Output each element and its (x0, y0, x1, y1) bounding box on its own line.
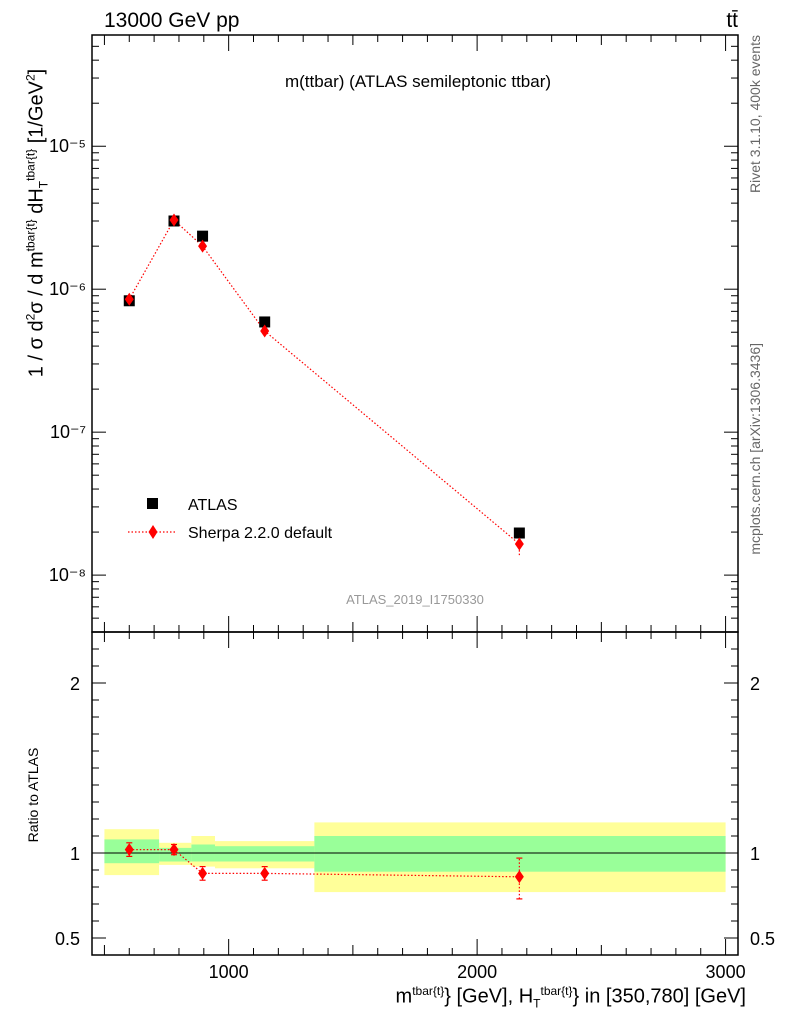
main-y-tick-label: 10⁻⁵ (49, 136, 86, 156)
ratio-sherpa-data-point (124, 843, 134, 857)
sherpa-data-point (169, 213, 179, 227)
main-plot-panel: 10⁻⁸ 10⁻⁷ 10⁻⁶ 10⁻⁵ (49, 34, 739, 633)
x-tick-label: 3000 (706, 962, 746, 982)
ratio-y-tick-label-right: 1 (750, 844, 760, 864)
ratio-y-tick-label-right: 2 (750, 674, 760, 694)
energy-label: 13000 GeV pp (104, 9, 239, 32)
ratio-plot-panel: 0.5 0.5 1 1 2 2 1000 2000 3000 (55, 631, 775, 982)
ratio-plot-frame (91, 631, 739, 956)
atlas-data-point (197, 230, 209, 242)
main-y-axis-label: 1 / σ d2σ / d mtbar{t} dHTtbar{t} [1/GeV… (23, 68, 51, 378)
main-plot-frame (91, 34, 739, 633)
atlas-data-point (259, 316, 271, 328)
sherpa-data-point (124, 292, 134, 306)
plot-title: m(ttbar) (ATLAS semileptonic ttbar) (285, 72, 551, 91)
x-axis-label: mtbar{t}} [GeV], HTtbar{t}} in [350,780]… (395, 984, 746, 1011)
process-label: tt̄ (726, 9, 738, 32)
sherpa-data-point (514, 537, 524, 551)
sherpa-data-point (260, 324, 270, 338)
ratio-y-tick-label-left: 0.5 (55, 929, 80, 949)
x-tick-label: 2000 (457, 962, 497, 982)
sherpa-line (128, 219, 520, 545)
ratio-sherpa-data-point (198, 866, 208, 880)
legend-atlas-label: ATLAS (188, 497, 238, 514)
legend: ATLAS Sherpa 2.2.0 default (128, 497, 333, 542)
ratio-band-green (314, 836, 726, 872)
ratio-sherpa-data-point (260, 866, 270, 880)
ratio-sherpa-data-point (514, 870, 524, 884)
analysis-id-annotation: ATLAS_2019_I1750330 (346, 592, 484, 607)
ratio-sherpa-data-point (169, 843, 179, 857)
ratio-y-tick-label-left: 2 (70, 674, 80, 694)
sherpa-data-point (198, 239, 208, 253)
main-y-tick-label: 10⁻⁷ (50, 422, 86, 442)
mcplots-source-label: mcplots.cern.ch [arXiv:1306.3436] (747, 343, 763, 555)
ratio-band-green (214, 846, 315, 862)
legend-sherpa-marker (148, 525, 158, 539)
atlas-data-point (513, 527, 525, 539)
ratio-axis-label: Ratio to ATLAS (25, 748, 41, 843)
legend-atlas-marker (147, 498, 158, 509)
main-y-tick-label: 10⁻⁸ (49, 565, 86, 585)
rivet-version-label: Rivet 3.1.10, 400k events (747, 35, 763, 193)
x-tick-label: 1000 (209, 962, 249, 982)
ratio-y-tick-label-left: 1 (70, 844, 80, 864)
legend-sherpa-label: Sherpa 2.2.0 default (188, 525, 333, 542)
ratio-y-tick-label-right: 0.5 (750, 929, 775, 949)
main-y-tick-label: 10⁻⁶ (49, 279, 86, 299)
